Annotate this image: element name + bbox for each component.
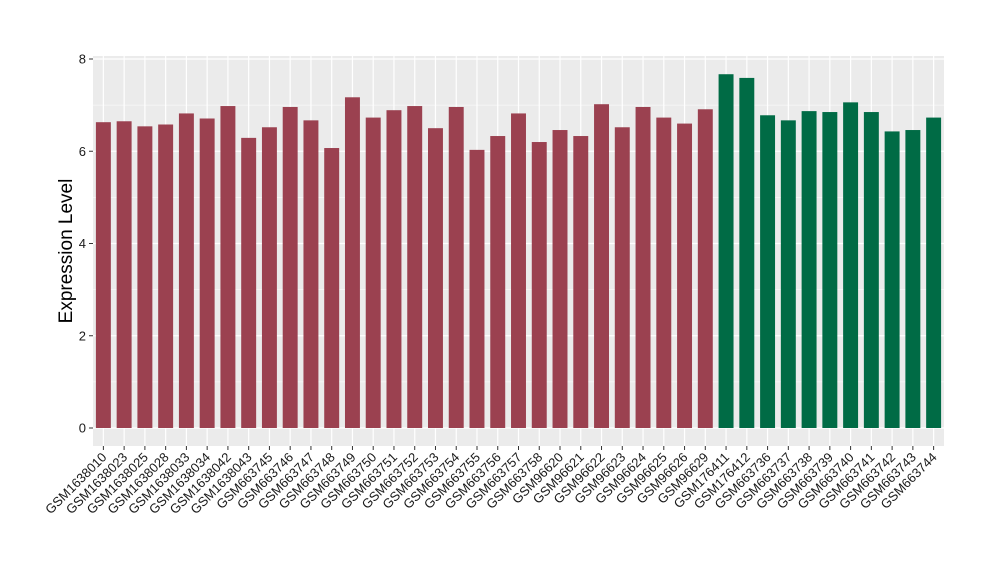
bar-GSM96625 (656, 117, 672, 429)
bar-GSM663754 (448, 106, 464, 428)
y-axis-title: Expression Level (56, 179, 77, 324)
bar-GSM1638033 (178, 113, 194, 429)
bar-GSM663744 (926, 117, 942, 429)
bar-GSM663758 (531, 142, 547, 428)
bar-GSM663741 (863, 112, 879, 428)
bar-GSM1638043 (241, 137, 257, 428)
bar-GSM176412 (739, 77, 755, 428)
y-tick-label: 4 (79, 236, 86, 251)
bar-GSM663756 (490, 136, 506, 428)
y-tick-label: 0 (79, 421, 86, 436)
y-axis: 0 2 4 6 8 (79, 52, 93, 436)
bar-GSM663745 (261, 127, 277, 428)
bar-GSM1638025 (137, 126, 153, 428)
bar-GSM1638034 (199, 118, 215, 428)
bar-GSM663749 (344, 97, 360, 428)
bar-GSM663746 (282, 106, 298, 428)
y-tick-label: 2 (79, 328, 86, 343)
y-tick-label: 6 (79, 144, 86, 159)
bar-GSM663743 (905, 130, 921, 428)
bar-GSM663750 (365, 117, 381, 429)
bar-GSM176411 (718, 74, 734, 428)
bar-GSM96623 (614, 127, 630, 428)
bar-GSM663748 (324, 148, 340, 429)
y-tick-label: 8 (79, 52, 86, 67)
bar-GSM96624 (635, 106, 651, 428)
bar-GSM1638042 (220, 106, 236, 429)
bar-GSM663752 (407, 106, 423, 429)
bar-GSM663742 (884, 131, 900, 428)
bar-GSM96629 (697, 109, 713, 429)
bars (95, 74, 942, 429)
bar-GSM1638028 (158, 124, 174, 428)
bar-GSM663737 (780, 120, 796, 428)
bar-GSM96621 (573, 136, 589, 428)
bar-GSM1638023 (116, 121, 132, 429)
bar-GSM663751 (386, 110, 402, 428)
bar-GSM663747 (303, 120, 319, 428)
x-axis: GSM1638010GSM1638023GSM1638025GSM1638028… (42, 446, 940, 517)
bar-GSM663755 (469, 149, 485, 428)
bar-GSM663739 (822, 112, 838, 428)
bar-GSM96626 (677, 123, 693, 428)
bar-GSM96620 (552, 130, 568, 428)
bar-GSM663736 (760, 115, 776, 429)
bar-GSM663740 (843, 102, 859, 429)
bar-GSM663738 (801, 111, 817, 428)
bar-GSM96622 (594, 104, 609, 428)
bar-GSM1638010 (95, 122, 111, 428)
bar-GSM663753 (428, 128, 443, 428)
bar-GSM663757 (511, 113, 526, 429)
